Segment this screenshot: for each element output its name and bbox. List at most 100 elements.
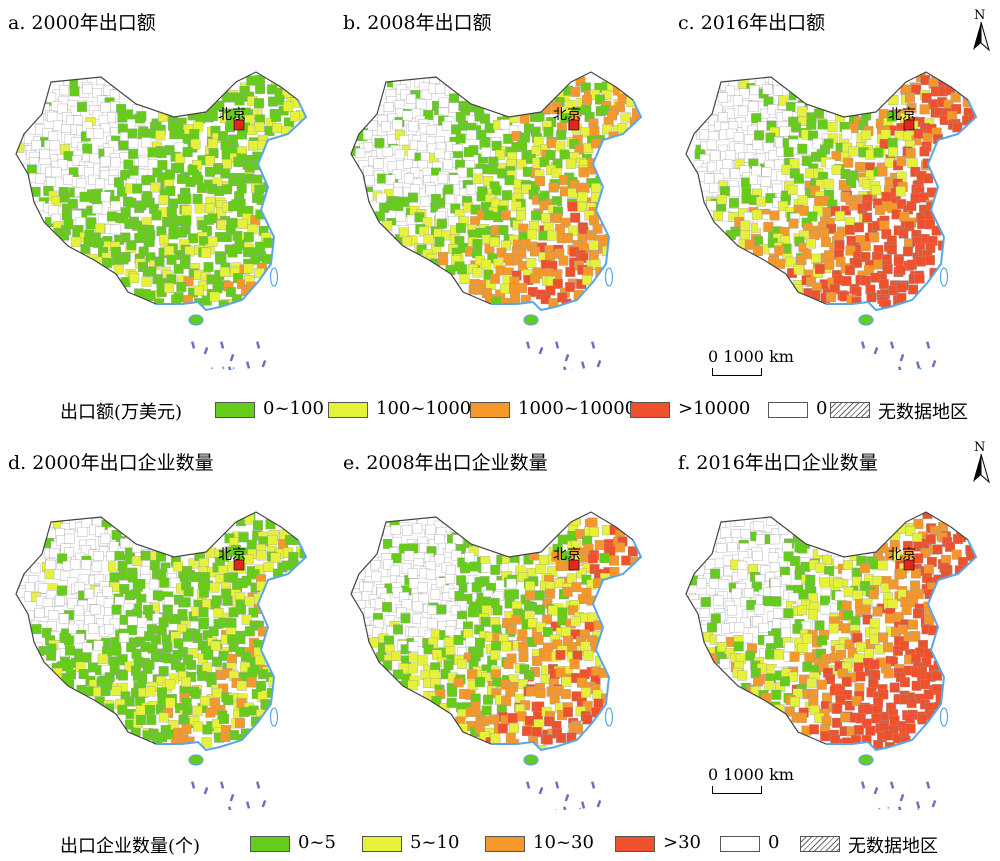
prefecture [906,697,917,708]
island-dash [873,787,879,795]
prefecture [508,112,519,123]
prefecture [384,644,395,655]
prefecture [26,164,37,175]
prefecture [835,256,846,267]
prefecture [751,113,762,124]
prefecture [809,185,820,196]
prefecture [906,102,917,113]
prefecture [855,713,866,724]
prefecture [883,642,894,653]
prefecture [402,236,412,247]
prefecture [752,616,763,627]
island-dash [261,800,267,808]
prefecture [252,174,263,185]
prefecture [567,201,578,212]
legend-firms: 出口企业数量(个) 0~5 5~10 10~30 >30 0 无数据地区 [60,832,938,857]
prefecture [825,674,836,685]
island-dash [191,781,196,789]
prefecture [752,245,763,256]
prefecture [543,222,554,232]
prefecture [499,119,510,130]
prefecture [401,599,412,610]
prefecture [417,141,427,152]
prefecture [561,550,572,561]
reef-dot [919,367,922,370]
prefecture [864,648,874,659]
prefecture [202,724,213,735]
prefecture [198,558,209,569]
prefecture [420,196,431,207]
prefecture [481,705,492,716]
prefecture [267,534,278,545]
prefecture [150,182,161,193]
prefecture [731,588,742,599]
prefecture [833,578,844,589]
prefecture [165,697,176,708]
prefecture [543,642,554,653]
prefecture [793,173,804,184]
prefecture [88,623,99,634]
prefecture [146,128,157,139]
prefecture [765,132,776,143]
island-dash [228,366,233,370]
prefecture [874,644,885,655]
prefecture [855,671,866,682]
prefecture [883,668,894,679]
prefecture [228,201,239,212]
prefecture [472,267,483,278]
prefecture [797,605,807,616]
prefecture [557,534,568,545]
prefecture [109,572,120,583]
prefecture [392,169,402,180]
prefecture [74,605,85,616]
prefecture [190,688,201,699]
prefecture [491,640,502,651]
prefecture [743,588,754,598]
prefecture [546,138,557,149]
island-dash [590,341,596,349]
prefecture [63,151,74,162]
prefecture [457,658,468,669]
prefecture [851,695,862,706]
prefecture [364,607,375,618]
island-dash [931,800,937,808]
prefecture [127,625,138,635]
prefecture [740,529,751,540]
island-dash [899,794,905,802]
prefecture [506,578,517,589]
prefecture [205,155,215,166]
prefecture [580,641,591,652]
prefecture [113,264,124,275]
prefecture [878,279,889,289]
prefecture [174,129,185,140]
prefecture [450,605,461,616]
prefecture [913,541,924,552]
prefecture [858,120,869,131]
prefecture [203,649,214,660]
legend-swatch [328,402,368,418]
panel-title: f. 2016年出口企业数量 [678,452,878,474]
beijing-marker [568,119,580,131]
prefecture [404,550,415,561]
china-map: 北京 [15,511,308,810]
prefecture [49,548,60,559]
prefecture [272,123,283,134]
prefecture [583,266,594,277]
prefecture [471,582,482,593]
prefecture [699,129,710,140]
prefecture [549,694,560,705]
legend-title: 出口企业数量(个) [60,836,201,857]
prefecture [911,84,922,95]
beijing-label: 北京 [218,107,246,123]
prefecture [879,220,890,231]
prefecture [784,642,795,653]
prefecture [729,186,740,197]
prefecture [237,218,248,229]
prefecture [779,126,790,137]
prefecture [182,704,193,715]
prefecture [205,203,215,213]
prefecture [907,157,918,168]
prefecture [908,619,919,630]
prefecture [783,147,794,157]
prefecture [752,581,762,592]
